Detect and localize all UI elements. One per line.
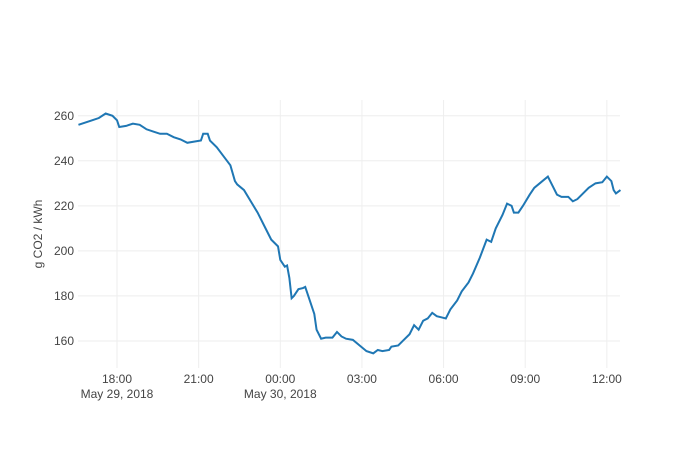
x-tick-label: 12:00 [592, 372, 622, 386]
y-tick-label: 180 [54, 289, 74, 303]
y-tick-label: 160 [54, 334, 74, 348]
y-tick-label: 240 [54, 154, 74, 168]
y-tick-label: 200 [54, 244, 74, 258]
y-tick-label: 220 [54, 199, 74, 213]
x-tick-label: 00:00 [265, 372, 295, 386]
x-tick-label: May 29, 2018 [81, 387, 154, 401]
x-tick-label: 06:00 [429, 372, 459, 386]
x-tick-label: 09:00 [510, 372, 540, 386]
x-tick-label: May 30, 2018 [244, 387, 317, 401]
y-tick-label: 260 [54, 109, 74, 123]
x-tick-label: 21:00 [184, 372, 214, 386]
y-axis-label: g CO2 / kWh [31, 200, 45, 269]
x-tick-label: 03:00 [347, 372, 377, 386]
x-tick-label: 18:00 [102, 372, 132, 386]
line [78, 112, 622, 355]
